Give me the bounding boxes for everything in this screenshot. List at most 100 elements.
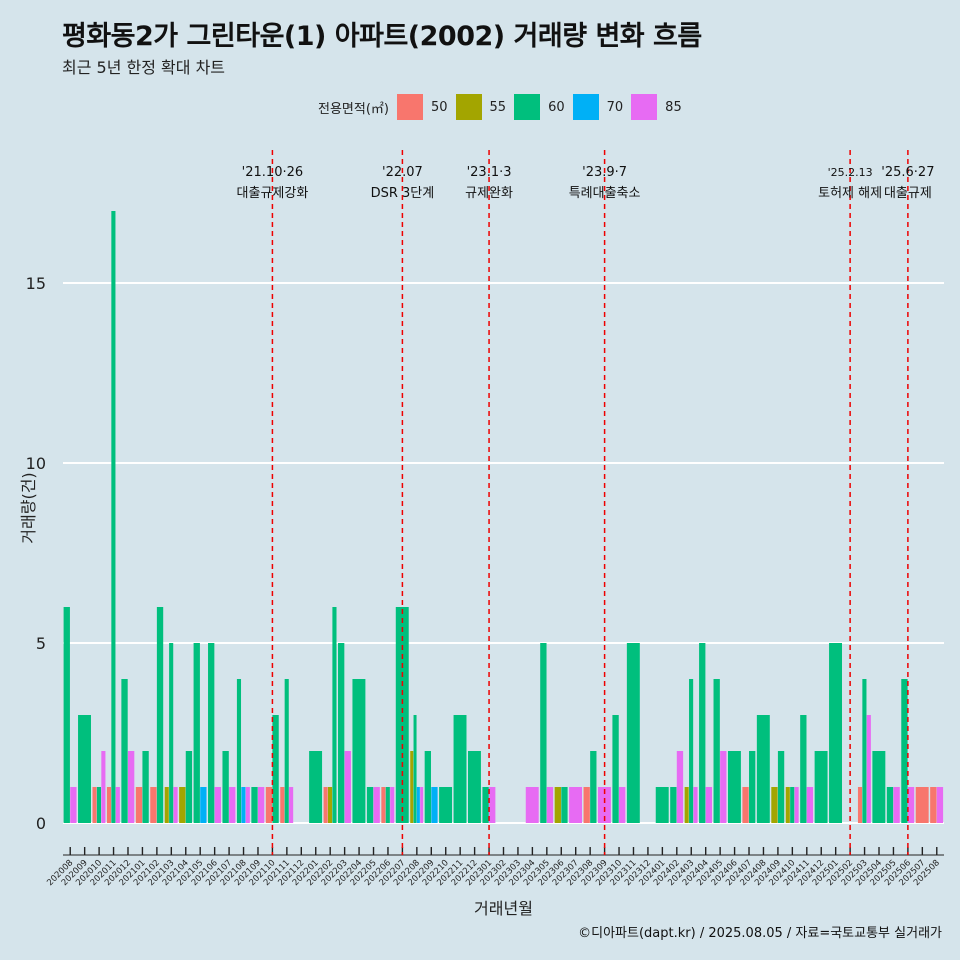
bar-202501-60 xyxy=(829,643,843,823)
bar-202010-85 xyxy=(101,751,106,823)
legend-item-60: 60 xyxy=(514,94,565,120)
bar-202106-60 xyxy=(208,643,215,823)
bar-202108-60 xyxy=(236,679,242,823)
bar-202506-85 xyxy=(907,787,915,823)
legend-title: 전용면적(㎡) xyxy=(318,101,389,117)
bar-202110-60 xyxy=(272,715,279,823)
bar-202101-50 xyxy=(135,787,143,823)
bar-202405-85 xyxy=(720,751,727,823)
bar-202409-60 xyxy=(777,751,785,823)
bar-202208-55 xyxy=(410,751,414,823)
bar-202410-85 xyxy=(794,787,799,823)
legend-swatch xyxy=(455,94,482,120)
y-tick-label: 10 xyxy=(26,454,46,473)
y-tick-label: 5 xyxy=(36,634,46,653)
bar-202406-60 xyxy=(727,751,741,823)
bar-202407-60 xyxy=(749,751,756,823)
bar-202109-60 xyxy=(251,787,258,823)
event-name-label: 대출규제 xyxy=(884,186,932,201)
event-name-label: 대출규제강화 xyxy=(237,186,309,201)
bar-202212-60 xyxy=(467,751,481,823)
bar-202204-60 xyxy=(352,679,366,823)
bar-202209-60 xyxy=(424,751,431,823)
bar-202402-85 xyxy=(676,751,684,823)
bar-202008-60 xyxy=(63,607,70,823)
bar-202209-70 xyxy=(431,787,438,823)
bar-202507-50 xyxy=(915,787,929,823)
bar-202108-70 xyxy=(241,787,246,823)
bar-202010-60 xyxy=(96,787,102,823)
bar-202311-60 xyxy=(626,643,640,823)
bar-202008-85 xyxy=(70,787,77,823)
bar-202503-60 xyxy=(862,679,867,823)
event-date-label: '22.07 xyxy=(382,165,423,180)
bar-202107-60 xyxy=(222,751,229,823)
event-date-label: '21.10·26 xyxy=(242,165,303,180)
bar-202412-60 xyxy=(814,751,828,823)
bar-202211-60 xyxy=(453,715,467,823)
bar-202307-85 xyxy=(569,787,583,823)
x-axis-title: 거래년월 xyxy=(474,899,533,918)
event-date-label: '23.1·3 xyxy=(467,165,512,180)
bar-202208-85 xyxy=(420,787,424,823)
bar-202104-60 xyxy=(185,751,193,823)
legend-item-85: 85 xyxy=(631,94,682,120)
bar-202206-85 xyxy=(390,787,395,823)
bar-202210-60 xyxy=(439,787,453,823)
bar-202411-60 xyxy=(800,715,807,823)
bar-202109-85 xyxy=(257,787,265,823)
bar-202402-60 xyxy=(670,787,677,823)
source-caption: ©디아파트(dapt.kr) / 2025.08.05 / 자료=국토교통부 실… xyxy=(578,926,942,941)
bar-202410-60 xyxy=(790,787,795,823)
event-date-label: '25.2.13 xyxy=(828,166,873,179)
bar-202108-85 xyxy=(245,787,250,823)
bar-202208-60 xyxy=(413,715,417,823)
bar-202010-50 xyxy=(92,787,97,823)
bar-202306-55 xyxy=(554,787,561,823)
bar-202301-85 xyxy=(489,787,496,823)
bar-202206-50 xyxy=(381,787,386,823)
legend-item-50: 50 xyxy=(396,94,448,120)
bar-202410-55 xyxy=(785,787,790,823)
bar-202411-85 xyxy=(806,787,814,823)
bar-202306-60 xyxy=(561,787,568,823)
legend-swatch xyxy=(631,94,658,120)
bar-202104-55 xyxy=(179,787,186,823)
bar-202101-60 xyxy=(142,751,149,823)
bar-202505-85 xyxy=(893,787,900,823)
bar-202202-50 xyxy=(323,787,328,823)
bar-202305-60 xyxy=(540,643,547,823)
bar-202011-85 xyxy=(115,787,120,823)
event-date-label: '25.6·27 xyxy=(881,165,934,180)
bar-202102-50 xyxy=(150,787,157,823)
bar-202308-60 xyxy=(590,751,597,823)
bar-202503-85 xyxy=(866,715,871,823)
bar-202505-60 xyxy=(886,787,894,823)
bar-202009-60 xyxy=(78,715,91,823)
legend-label: 85 xyxy=(665,99,682,115)
bar-202206-60 xyxy=(385,787,390,823)
bar-202308-50 xyxy=(583,787,590,823)
chart-subtitle: 최근 5년 한정 확대 차트 xyxy=(62,58,226,77)
bar-202207-60 xyxy=(395,607,409,823)
y-tick-label: 15 xyxy=(26,274,46,293)
bar-202508-50 xyxy=(930,787,937,823)
bar-202404-60 xyxy=(699,643,706,823)
bar-202508-85 xyxy=(936,787,944,823)
bar-202012-85 xyxy=(127,751,135,823)
bar-202203-85 xyxy=(344,751,351,823)
bar-202309-85 xyxy=(597,787,611,823)
bar-202111-50 xyxy=(280,787,285,823)
legend-swatch xyxy=(396,94,423,120)
bar-202111-85 xyxy=(289,787,294,823)
legend-item-70: 70 xyxy=(572,94,624,120)
legend-label: 70 xyxy=(606,99,624,115)
bar-202403-85 xyxy=(693,787,698,823)
bar-202305-85 xyxy=(546,787,554,823)
bar-202205-85 xyxy=(373,787,380,823)
bar-202011-60 xyxy=(111,211,116,823)
bar-202201-60 xyxy=(309,751,323,823)
event-name-label: 토허제 해제 xyxy=(818,186,882,201)
